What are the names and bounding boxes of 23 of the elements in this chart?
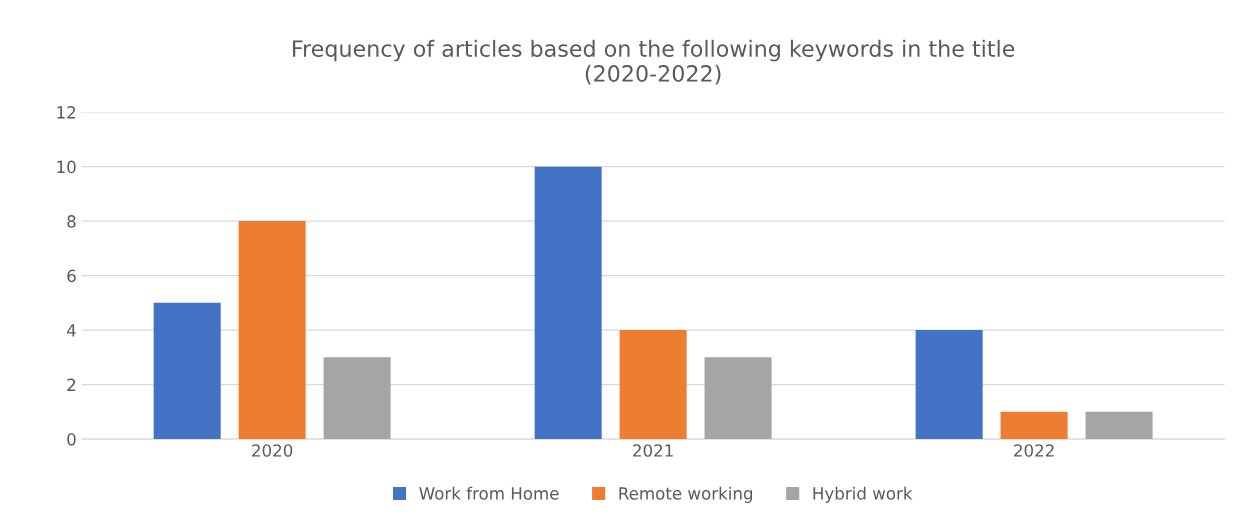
bar: [704, 357, 772, 440]
bar: [915, 330, 983, 440]
y-tick-label: 8: [67, 215, 76, 228]
x-tick-label: 2020: [252, 444, 293, 457]
y-tick-label: 0: [67, 433, 76, 446]
x-tick-label: 2021: [633, 444, 673, 457]
y-tick-label: 10: [57, 160, 76, 174]
y-tick-label: 6: [67, 269, 76, 283]
legend-label: Remote working: [619, 486, 753, 503]
chart-title: Frequency of articles based on the following keywords in the title (2020-2022): [293, 39, 1015, 85]
bar: [619, 330, 687, 440]
bar: [153, 302, 221, 440]
bar: [534, 166, 602, 440]
legend-label: Work from Home: [419, 486, 559, 500]
bar: [323, 357, 391, 440]
y-tick-label: 2: [67, 378, 76, 391]
bar: [238, 221, 306, 440]
y-tick-label: 4: [66, 324, 76, 337]
y-tick-label: 12: [57, 106, 76, 119]
bar: [1000, 411, 1068, 440]
x-tick-label: 2022: [1014, 444, 1054, 457]
legend-label: Hybrid work: [813, 486, 913, 503]
bar: [1085, 411, 1153, 440]
